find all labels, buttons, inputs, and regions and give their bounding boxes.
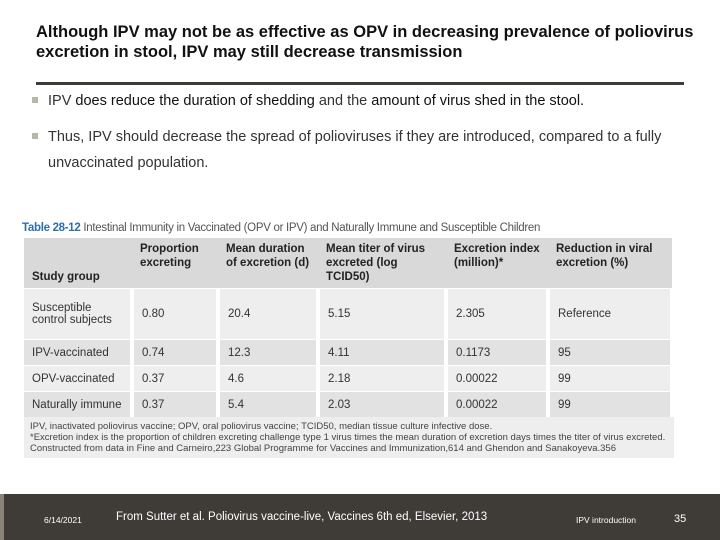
footnote: *Excretion index is the proportion of ch…: [30, 432, 666, 443]
bullet-item: Thus, IPV should decrease the spread of …: [32, 124, 682, 176]
page-number: 35: [674, 513, 687, 525]
footer-label: IPV introduction: [576, 515, 637, 525]
bullet-list: IPV does reduce the duration of shedding…: [32, 88, 682, 186]
table-cell: 95: [548, 339, 674, 366]
footer-source: From Sutter et al. Poliovirus vaccine-li…: [116, 511, 488, 523]
table-cell: 0.37: [132, 365, 220, 392]
table-cell: 5.4: [218, 391, 320, 417]
table-cell: 99: [548, 365, 674, 392]
table-cell: Susceptible control subjects: [24, 288, 134, 340]
table-cell: 4.6: [218, 365, 320, 392]
table-cell: 0.00022: [446, 391, 550, 417]
table-cell: 2.18: [318, 365, 448, 392]
table-header-cell: Study group: [24, 238, 132, 289]
table-cell: Reference: [548, 288, 674, 340]
table-header-cell: Mean duration of excretion (d): [218, 238, 318, 289]
table-caption-label: Table 28-12: [22, 222, 81, 234]
table-cell: 0.1173: [446, 339, 550, 366]
data-table: Study group Proportion excreting Mean du…: [24, 238, 674, 417]
table-cell: 20.4: [218, 288, 320, 340]
table-row: OPV-vaccinated 0.37 4.6 2.18 0.00022 99: [24, 365, 674, 392]
footnote: IPV, inactivated poliovirus vaccine; OPV…: [30, 421, 493, 432]
table-cell: 99: [548, 391, 674, 417]
table-caption: Table 28-12 Intestinal Immunity in Vacci…: [22, 222, 674, 234]
table-row: Susceptible control subjects 0.80 20.4 5…: [24, 288, 674, 340]
table-header-row: Study group Proportion excreting Mean du…: [24, 238, 672, 289]
bullet-text: Thus, IPV should decrease the spread of …: [48, 129, 662, 171]
table-cell: 2.03: [318, 391, 448, 417]
footer-date: 6/14/2021: [44, 515, 82, 525]
footnote: Constructed from data in Fine and Carnei…: [30, 443, 617, 454]
bullet-item: IPV does reduce the duration of shedding…: [32, 88, 682, 114]
table-header-cell: Reduction in viral excretion (%): [548, 238, 672, 289]
table-cell: 0.00022: [446, 365, 550, 392]
table-row: Naturally immune 0.37 5.4 2.03 0.00022 9…: [24, 391, 674, 417]
table-cell: 12.3: [218, 339, 320, 366]
bullet-emphasis: does reduce the duration of shedding: [75, 93, 315, 109]
table-header-cell: Proportion excreting: [132, 238, 218, 289]
bullet-text-pre: IPV: [48, 93, 76, 109]
title-divider: [36, 82, 684, 85]
table-figure: Table 28-12 Intestinal Immunity in Vacci…: [22, 222, 674, 458]
bullet-text-mid: and the: [314, 93, 372, 109]
table-header-cell: Mean titer of virus excreted (log TCID50…: [318, 238, 446, 289]
table-cell: 4.11: [318, 339, 448, 366]
table-cell: 0.74: [132, 339, 220, 366]
table-row: IPV-vaccinated 0.74 12.3 4.11 0.1173 95: [24, 339, 674, 366]
table-cell: OPV-vaccinated: [24, 365, 134, 392]
bullet-square-icon: [32, 97, 38, 103]
table-cell: 2.305: [446, 288, 550, 340]
table-header-cell: Excretion index (million)*: [446, 238, 548, 289]
table-footnotes: IPV, inactivated poliovirus vaccine; OPV…: [24, 417, 674, 458]
table-cell: IPV-vaccinated: [24, 339, 134, 366]
table-caption-text: Intestinal Immunity in Vaccinated (OPV o…: [83, 222, 541, 234]
slide-footer: 6/14/2021 From Sutter et al. Poliovirus …: [0, 494, 720, 540]
slide-title: Although IPV may not be as effective as …: [36, 23, 694, 61]
table-cell: 5.15: [318, 288, 448, 340]
table-cell: 0.37: [132, 391, 220, 417]
table-cell: 0.80: [132, 288, 220, 340]
bullet-square-icon: [32, 133, 38, 139]
table-cell: Naturally immune: [24, 391, 134, 417]
footer-accent-bar: [0, 494, 4, 540]
bullet-emphasis: amount of virus shed in the stool.: [371, 93, 585, 109]
